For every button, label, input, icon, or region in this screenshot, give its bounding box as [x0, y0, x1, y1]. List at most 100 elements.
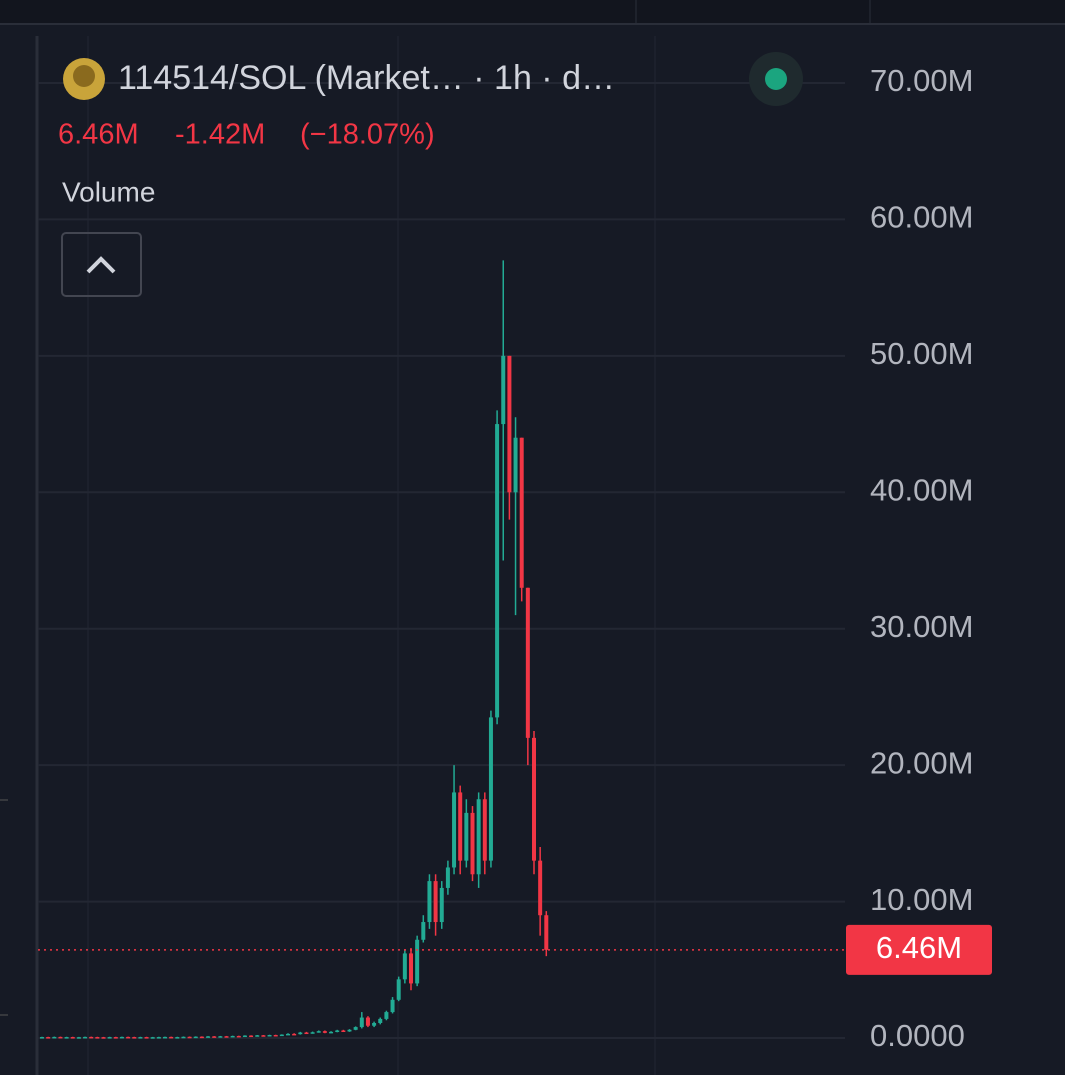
candle-body — [488, 717, 493, 861]
y-tick-label: 30.00M — [870, 609, 973, 644]
indicator-label: Volume — [62, 176, 155, 207]
candle-body — [279, 1034, 284, 1037]
candle-body — [359, 1017, 364, 1028]
candle-body — [402, 953, 407, 980]
candle-body — [427, 881, 432, 923]
candle-body — [163, 1036, 167, 1039]
candle-body — [384, 1012, 389, 1019]
price-change: -1.42M — [175, 119, 265, 151]
candle-body — [298, 1032, 303, 1035]
chart-title: 114514/SOL (Market… · 1h · d… — [118, 59, 615, 97]
token-avatar-face — [73, 65, 95, 87]
y-tick-label: 50.00M — [870, 336, 973, 371]
candle-body — [501, 355, 506, 425]
candle-body — [187, 1036, 192, 1039]
last-price-tag-label: 6.46M — [876, 930, 962, 965]
candle-body — [372, 1022, 377, 1026]
candle-body — [513, 437, 518, 493]
candle-body — [476, 799, 481, 875]
candle-body — [353, 1027, 358, 1030]
candle-body — [144, 1037, 149, 1039]
candle-body — [286, 1033, 290, 1036]
candle-body — [532, 737, 536, 861]
candle-body — [445, 867, 450, 888]
candle-body — [212, 1036, 217, 1038]
price-change-percent: (−18.07%) — [300, 119, 435, 151]
candle-body — [525, 587, 530, 738]
candle-body — [409, 953, 413, 984]
candle-body — [378, 1018, 383, 1023]
candle-body — [415, 939, 420, 984]
candle-body — [544, 915, 549, 950]
candle-body — [292, 1033, 297, 1036]
status-dot — [765, 68, 787, 90]
candle-body — [255, 1035, 260, 1037]
candle-body — [507, 355, 512, 493]
candle-body — [421, 922, 426, 940]
candle-body — [249, 1035, 254, 1038]
candle-body — [329, 1031, 334, 1034]
candle-body — [156, 1037, 161, 1039]
candle-body — [390, 999, 395, 1013]
candle-body — [236, 1035, 241, 1038]
candle-body — [439, 887, 444, 923]
candle-body — [458, 792, 463, 861]
candle-body — [52, 1036, 57, 1039]
candle-body — [89, 1036, 94, 1039]
y-tick-label: 70.00M — [870, 63, 973, 98]
candle-body — [83, 1036, 88, 1039]
candle-body — [519, 437, 524, 588]
top-bar — [0, 0, 1065, 24]
candle-body — [433, 881, 438, 923]
candle-body — [206, 1036, 211, 1038]
last-price-tag — [846, 924, 992, 975]
candle-body — [316, 1031, 321, 1033]
candle-body — [242, 1035, 247, 1038]
candle-body — [181, 1036, 186, 1039]
y-tick-label: 40.00M — [870, 472, 973, 507]
candle-body — [150, 1037, 155, 1039]
candle-body — [138, 1037, 143, 1039]
candle-body — [113, 1037, 118, 1039]
candle-body — [495, 424, 500, 718]
candle-body — [95, 1037, 100, 1039]
candle-body — [58, 1036, 63, 1039]
candle-body — [46, 1037, 51, 1039]
candle-body — [365, 1017, 370, 1026]
candle-body — [482, 799, 487, 861]
last-price: 6.46M — [58, 119, 139, 151]
y-tick-label: 60.00M — [870, 200, 973, 235]
candle-body — [64, 1037, 69, 1039]
y-tick-label: 20.00M — [870, 745, 973, 780]
candle-body — [70, 1037, 75, 1039]
candle-body — [304, 1032, 309, 1035]
candle-body — [199, 1036, 204, 1039]
overlay: 6.46M — [38, 924, 992, 975]
candle-body — [335, 1030, 340, 1032]
candle-body — [132, 1037, 137, 1039]
candle-body — [126, 1036, 131, 1039]
candle-body — [464, 812, 469, 861]
candle-body — [76, 1037, 81, 1039]
candle-body — [193, 1036, 198, 1039]
candle-body — [218, 1036, 223, 1038]
candle-body — [119, 1036, 124, 1039]
chevron-icon — [86, 256, 116, 274]
candle-body — [310, 1032, 315, 1034]
candle-body — [452, 792, 457, 868]
candle-body — [396, 979, 401, 1000]
candle-body — [261, 1035, 266, 1037]
candle-body — [230, 1035, 235, 1038]
candle-body — [347, 1029, 352, 1032]
candle-body — [267, 1034, 272, 1037]
candle-body — [169, 1036, 174, 1039]
candle-body — [322, 1031, 327, 1033]
candle-body — [40, 1037, 44, 1039]
candle-body — [224, 1036, 229, 1038]
candle-body — [101, 1037, 106, 1039]
collapse-button[interactable] — [61, 232, 142, 297]
candle-body — [470, 812, 475, 875]
y-tick-label: 10.00M — [870, 882, 973, 917]
candle-body — [538, 860, 543, 916]
